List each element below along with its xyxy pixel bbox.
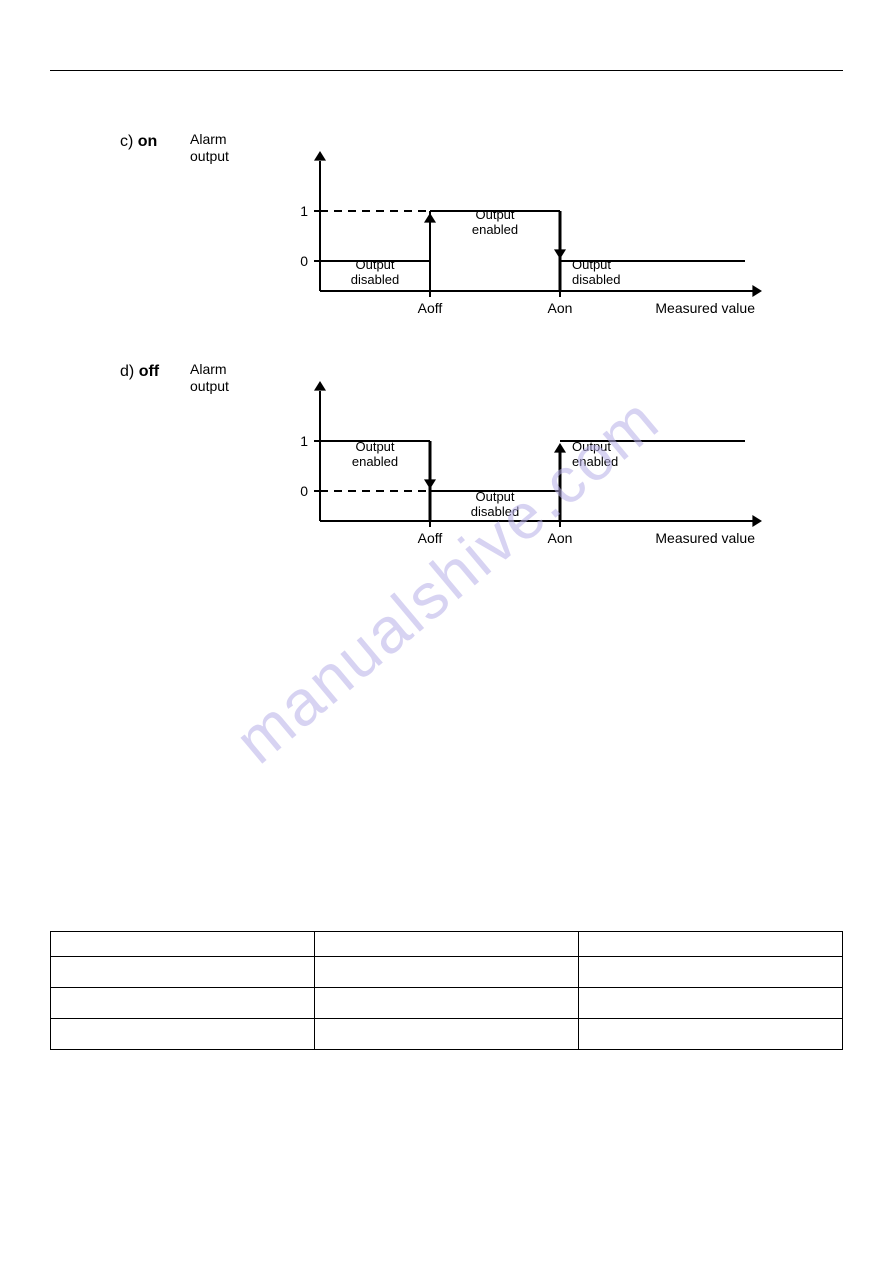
svg-text:Measured value: Measured value <box>655 300 755 316</box>
table-cell <box>51 932 315 957</box>
header-rule <box>50 70 843 71</box>
y-axis-label-line1: Alarm <box>190 361 227 377</box>
diagram-d-svg: 1 0 Aoff Aon Measured value Outputenabled Outp… <box>260 361 780 571</box>
y-axis-label-line2: output <box>190 148 229 164</box>
table-row <box>51 988 843 1019</box>
diagram-c-yaxis-label: Alarm output <box>190 131 260 165</box>
diagram-d-label: d) off <box>120 361 190 381</box>
svg-text:Outputenabled: Outputenabled <box>352 439 398 469</box>
diagram-c-svg: 1 0 Aoff Aon Measured value Outputdisabled Out… <box>260 131 780 341</box>
table-cell <box>579 932 843 957</box>
svg-text:1: 1 <box>300 433 308 449</box>
svg-text:1: 1 <box>300 203 308 219</box>
table-row <box>51 957 843 988</box>
svg-text:Outputenabled: Outputenabled <box>572 439 618 469</box>
table-cell <box>315 988 579 1019</box>
svg-text:Aon: Aon <box>548 300 573 316</box>
table-cell <box>315 957 579 988</box>
table-cell <box>51 1019 315 1050</box>
svg-text:0: 0 <box>300 253 308 269</box>
diagram-d-state: off <box>139 363 159 380</box>
table-cell <box>51 957 315 988</box>
table-cell <box>51 988 315 1019</box>
svg-text:Measured value: Measured value <box>655 530 755 546</box>
table-cell <box>315 1019 579 1050</box>
table-cell <box>315 932 579 957</box>
svg-text:Aon: Aon <box>548 530 573 546</box>
diagram-d-letter: d) <box>120 363 134 380</box>
diagram-c-block: c) on Alarm output 1 0 Aoff Aon Measured val… <box>120 131 843 341</box>
table-row <box>51 932 843 957</box>
svg-text:Aoff: Aoff <box>418 530 443 546</box>
diagram-c-letter: c) <box>120 133 133 150</box>
y-axis-label-line1: Alarm <box>190 131 227 147</box>
skeleton-table <box>50 931 843 1050</box>
diagram-d-block: d) off Alarm output 1 0 Aoff Aon Measured va… <box>120 361 843 571</box>
table-row <box>51 1019 843 1050</box>
svg-text:Outputenabled: Outputenabled <box>472 207 518 237</box>
table-cell <box>579 988 843 1019</box>
svg-text:Outputdisabled: Outputdisabled <box>471 489 519 519</box>
diagram-c-state: on <box>138 133 158 150</box>
svg-text:0: 0 <box>300 483 308 499</box>
table-cell <box>579 957 843 988</box>
table-cell <box>579 1019 843 1050</box>
table-wrap <box>50 931 843 1050</box>
diagram-c-label: c) on <box>120 131 190 151</box>
svg-text:Outputdisabled: Outputdisabled <box>351 257 399 287</box>
diagram-d-yaxis-label: Alarm output <box>190 361 260 395</box>
y-axis-label-line2: output <box>190 378 229 394</box>
svg-text:Aoff: Aoff <box>418 300 443 316</box>
